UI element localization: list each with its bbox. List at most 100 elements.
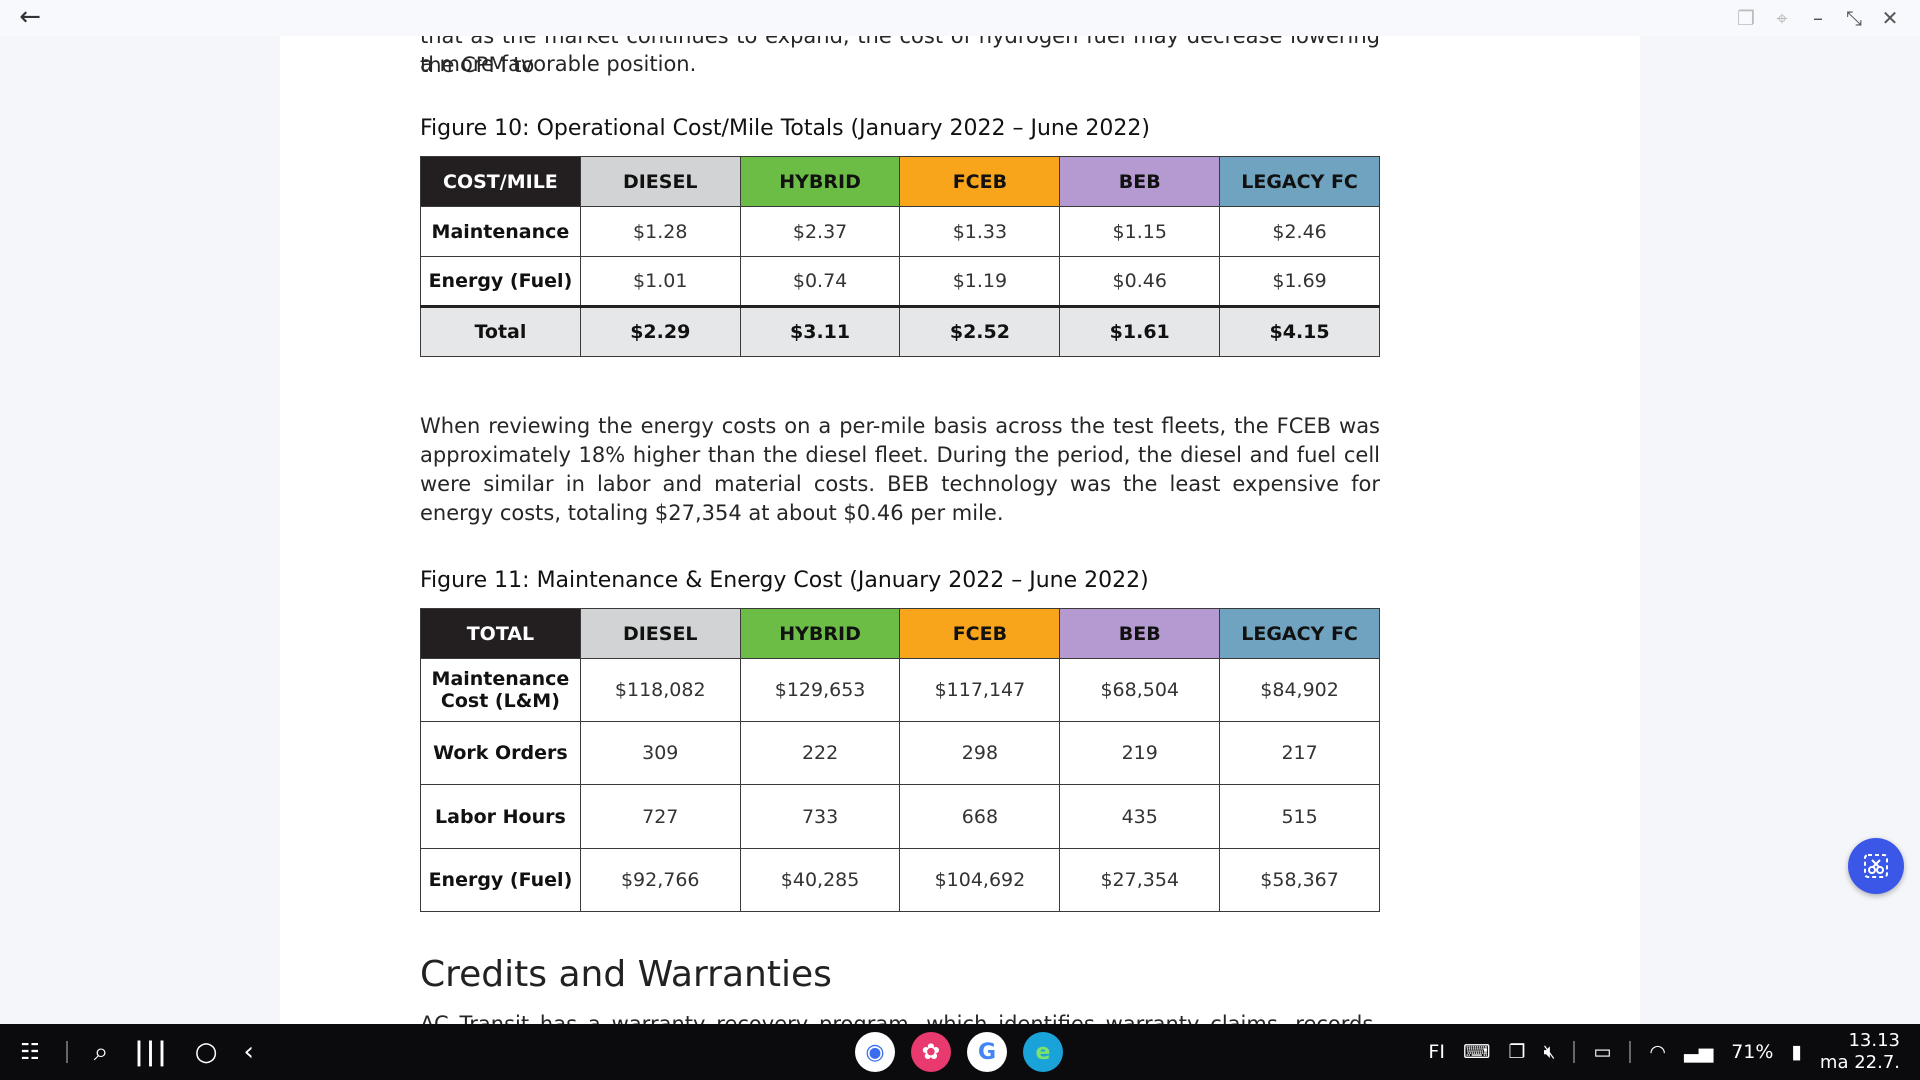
table-cell: $0.46 xyxy=(1059,256,1221,307)
restore-icon[interactable]: ⤡ xyxy=(1846,6,1862,30)
pinned-apps: ◉ ✿ G e xyxy=(855,1032,1063,1072)
table-cell: $1.19 xyxy=(899,256,1061,307)
table-cell: 668 xyxy=(899,784,1061,849)
edge-app-icon[interactable]: e xyxy=(1023,1032,1063,1072)
total-cell: $2.52 xyxy=(899,305,1061,357)
keyboard-icon[interactable]: ⌨ xyxy=(1462,1041,1491,1063)
camera-app-icon[interactable]: ◉ xyxy=(855,1032,895,1072)
table-row: Energy (Fuel) $1.01 $0.74 $1.19 $0.46 $1… xyxy=(420,256,1380,307)
signal-icon: ▃▅ xyxy=(1683,1041,1714,1063)
table-header-row: TOTAL DIESEL HYBRID FCEB BEB LEGACY FC xyxy=(420,608,1380,659)
section-title: Credits and Warranties xyxy=(420,954,832,995)
row-label: Maintenance xyxy=(420,206,581,257)
header-legacy-fc: LEGACY FC xyxy=(1219,608,1380,659)
google-app-icon[interactable]: G xyxy=(967,1032,1007,1072)
battery-level: 71% xyxy=(1731,1041,1774,1063)
table-cell: $1.15 xyxy=(1059,206,1221,257)
figure-11-caption: Figure 11: Maintenance & Energy Cost (Ja… xyxy=(420,568,1149,593)
table-header-row: COST/MILE DIESEL HYBRID FCEB BEB LEGACY … xyxy=(420,156,1380,207)
table-cell: 298 xyxy=(899,721,1061,785)
header-fceb: FCEB xyxy=(899,608,1061,659)
row-label: Energy (Fuel) xyxy=(420,256,581,307)
figure-10-caption: Figure 10: Operational Cost/Mile Totals … xyxy=(420,116,1150,141)
row-label: Maintenance Cost (L&M) xyxy=(420,658,581,722)
back-icon[interactable]: ‹ xyxy=(243,1037,254,1067)
row-label: Labor Hours xyxy=(420,784,581,849)
table-cell: $129,653 xyxy=(739,658,901,722)
duplicate-icon[interactable]: ❐ xyxy=(1737,6,1755,30)
table-cell: 222 xyxy=(739,721,901,785)
notification-icon[interactable]: ▭ xyxy=(1593,1041,1612,1063)
header-diesel: DIESEL xyxy=(579,156,741,207)
time: 13.13 xyxy=(1848,1030,1900,1051)
header-hybrid: HYBRID xyxy=(739,156,901,207)
total-cell: $2.29 xyxy=(579,305,741,357)
table-cell: $27,354 xyxy=(1059,848,1221,912)
wifi-icon: ◠ xyxy=(1649,1041,1666,1063)
language-indicator[interactable]: FI xyxy=(1428,1041,1445,1063)
table-cell: $84,902 xyxy=(1219,658,1380,722)
table-cell: $1.33 xyxy=(899,206,1061,257)
table-cell: $104,692 xyxy=(899,848,1061,912)
divider xyxy=(65,1041,68,1063)
table-cell: $2.37 xyxy=(739,206,901,257)
table-cell: 435 xyxy=(1059,784,1221,849)
arrow-left-icon[interactable]: ← xyxy=(19,2,41,32)
total-cell: $1.61 xyxy=(1059,305,1221,357)
row-label: Work Orders xyxy=(420,721,581,785)
figure-11-table: TOTAL DIESEL HYBRID FCEB BEB LEGACY FC M… xyxy=(420,608,1380,912)
table-cell: $92,766 xyxy=(579,848,741,912)
table-row: Work Orders 309 222 298 219 217 xyxy=(420,721,1380,785)
total-cell: $3.11 xyxy=(739,305,901,357)
search-icon[interactable]: ⌕ xyxy=(93,1036,109,1067)
flower-app-icon[interactable]: ✿ xyxy=(911,1032,951,1072)
header-legacy-fc: LEGACY FC xyxy=(1219,156,1380,207)
system-tray: FI ⌨ ❐ 🔇︎ ▭ ◠ ▃▅ 71% ▮ 13.13 ma 22.7. xyxy=(1428,1024,1900,1080)
taskbar: ☷ ⌕ ||| ○ ‹ ◉ ✿ G e FI ⌨ ❐ 🔇︎ ▭ ◠ ▃▅ 71%… xyxy=(0,1024,1920,1080)
table-row: Maintenance $1.28 $2.37 $1.33 $1.15 $2.4… xyxy=(420,206,1380,257)
clock[interactable]: 13.13 ma 22.7. xyxy=(1820,1030,1900,1074)
row-label: Energy (Fuel) xyxy=(420,848,581,912)
total-label: Total xyxy=(420,305,581,357)
divider xyxy=(1629,1041,1632,1063)
screenshot-select-icon[interactable] xyxy=(1848,838,1904,894)
table-cell: $68,504 xyxy=(1059,658,1221,722)
table-cell: $117,147 xyxy=(899,658,1061,722)
table-cell: $1.01 xyxy=(579,256,741,307)
cut-text-bottom: AC Transit has a warranty recovery progr… xyxy=(420,1012,1380,1024)
header-hybrid: HYBRID xyxy=(739,608,901,659)
table-cell: 515 xyxy=(1219,784,1380,849)
table-cell: $58,367 xyxy=(1219,848,1380,912)
figure-11-table-wrap: TOTAL DIESEL HYBRID FCEB BEB LEGACY FC M… xyxy=(420,608,1380,912)
intro-text: a more favorable position. xyxy=(420,52,697,76)
screen-capture-icon[interactable]: ❐ xyxy=(1508,1041,1526,1063)
total-cell: $4.15 xyxy=(1219,305,1380,357)
header-diesel: DIESEL xyxy=(579,608,741,659)
close-icon[interactable]: ✕ xyxy=(1881,6,1899,30)
table-cell: $1.28 xyxy=(579,206,741,257)
table-cell: 309 xyxy=(579,721,741,785)
table-cell: 217 xyxy=(1219,721,1380,785)
header-beb: BEB xyxy=(1059,156,1221,207)
apps-grid-icon[interactable]: ☷ xyxy=(20,1039,40,1065)
header-total: TOTAL xyxy=(420,608,581,659)
mute-icon[interactable]: 🔇︎ xyxy=(1543,1041,1556,1063)
document-page[interactable]: that as the market continues to expand, … xyxy=(280,36,1640,1024)
recents-icon[interactable]: ||| xyxy=(134,1037,169,1067)
table-cell: 727 xyxy=(579,784,741,849)
header-fceb: FCEB xyxy=(899,156,1061,207)
date: ma 22.7. xyxy=(1819,1052,1900,1073)
figure-10-table: COST/MILE DIESEL HYBRID FCEB BEB LEGACY … xyxy=(420,156,1380,357)
table-row: Labor Hours 727 733 668 435 515 xyxy=(420,784,1380,849)
title-bar: ← ❐ ⌖ – ⤡ ✕ xyxy=(0,0,1920,36)
total-row: Total $2.29 $3.11 $2.52 $1.61 $4.15 xyxy=(420,305,1380,357)
divider xyxy=(1573,1041,1576,1063)
header-cost-mile: COST/MILE xyxy=(420,156,581,207)
body-paragraph: When reviewing the energy costs on a per… xyxy=(420,414,1380,525)
pin-icon[interactable]: ⌖ xyxy=(1776,6,1788,30)
home-icon[interactable]: ○ xyxy=(194,1037,218,1067)
table-cell: $118,082 xyxy=(579,658,741,722)
nav-buttons: ☷ ⌕ ||| ○ ‹ xyxy=(20,1024,254,1080)
minimize-icon[interactable]: – xyxy=(1813,6,1823,30)
scissors-frame-icon xyxy=(1864,854,1888,878)
